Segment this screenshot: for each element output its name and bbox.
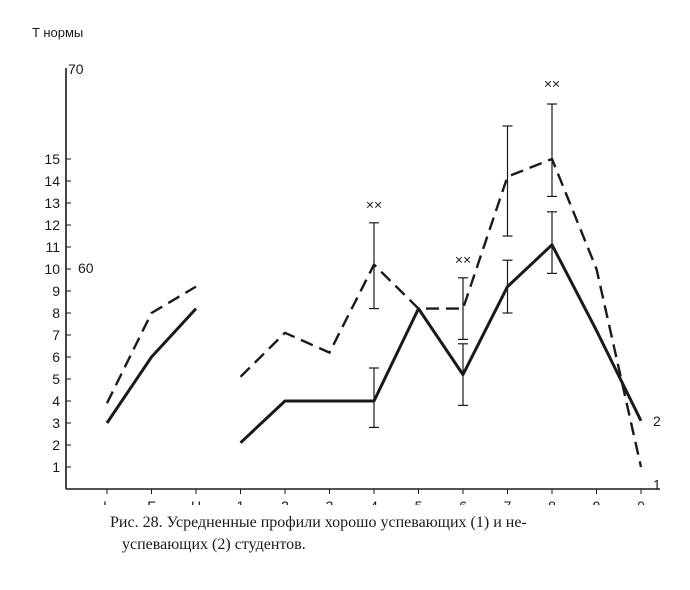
series-2-line	[105, 285, 197, 404]
x-tick-label: 4	[370, 498, 378, 505]
series-end-label: 1	[653, 477, 661, 493]
x-tick-label: F	[147, 498, 156, 505]
x-tick-label: 6	[459, 498, 467, 505]
x-tick-label: L	[103, 498, 111, 505]
y-tick-label: 6	[52, 349, 60, 365]
y-tick-label: 13	[44, 195, 60, 211]
y-tick-label: 12	[44, 217, 60, 233]
x-tick-label: 1	[237, 498, 245, 505]
caption-line-2: успевающих (2) студентов.	[122, 536, 306, 553]
x-tick-label: 5	[415, 498, 423, 505]
significance-mark: ××	[455, 252, 471, 268]
significance-mark: ××	[366, 197, 382, 213]
x-tick-label: H	[191, 498, 201, 505]
x-tick-label: 7	[504, 498, 512, 505]
y-tick-label: 14	[44, 173, 60, 189]
y-tick-label: 11	[45, 239, 60, 255]
x-tick-label: 0	[637, 498, 645, 505]
y-tick-label: 1	[52, 459, 60, 475]
x-tick-label: 3	[326, 498, 334, 505]
y-axis-side-label: 60	[78, 260, 94, 276]
caption-line-1: Рис. 28. Усредненные профили хорошо успе…	[110, 514, 527, 531]
y-tick-label: 5	[52, 371, 60, 387]
x-tick-label: 2	[281, 498, 289, 505]
x-tick-label: 8	[548, 498, 556, 505]
series-1-line	[105, 307, 198, 424]
x-tick-label: 9	[593, 498, 601, 505]
figure-caption: Рис. 28. Усредненные профили хорошо успе…	[110, 512, 670, 556]
series-2-line	[239, 157, 643, 468]
series-end-label: 2	[653, 413, 661, 429]
y-tick-label: 7	[52, 327, 60, 343]
y-tick-label: 15	[44, 151, 60, 167]
y-tick-label: 10	[44, 261, 60, 277]
y-tick-label: 2	[52, 437, 60, 453]
y-tick-label: 4	[52, 393, 60, 409]
y-axis-label: T нормы	[32, 25, 83, 40]
y-tick-label: 9	[52, 283, 60, 299]
y-tick-label: 3	[52, 415, 60, 431]
significance-mark: ××	[544, 76, 560, 92]
chart-figure: T нормы 70 60 ××××××21 12345678910111213…	[32, 25, 661, 505]
series-1-line	[239, 243, 643, 444]
y-tick-label: 8	[52, 305, 60, 321]
y-axis-top-label: 70	[68, 61, 84, 77]
